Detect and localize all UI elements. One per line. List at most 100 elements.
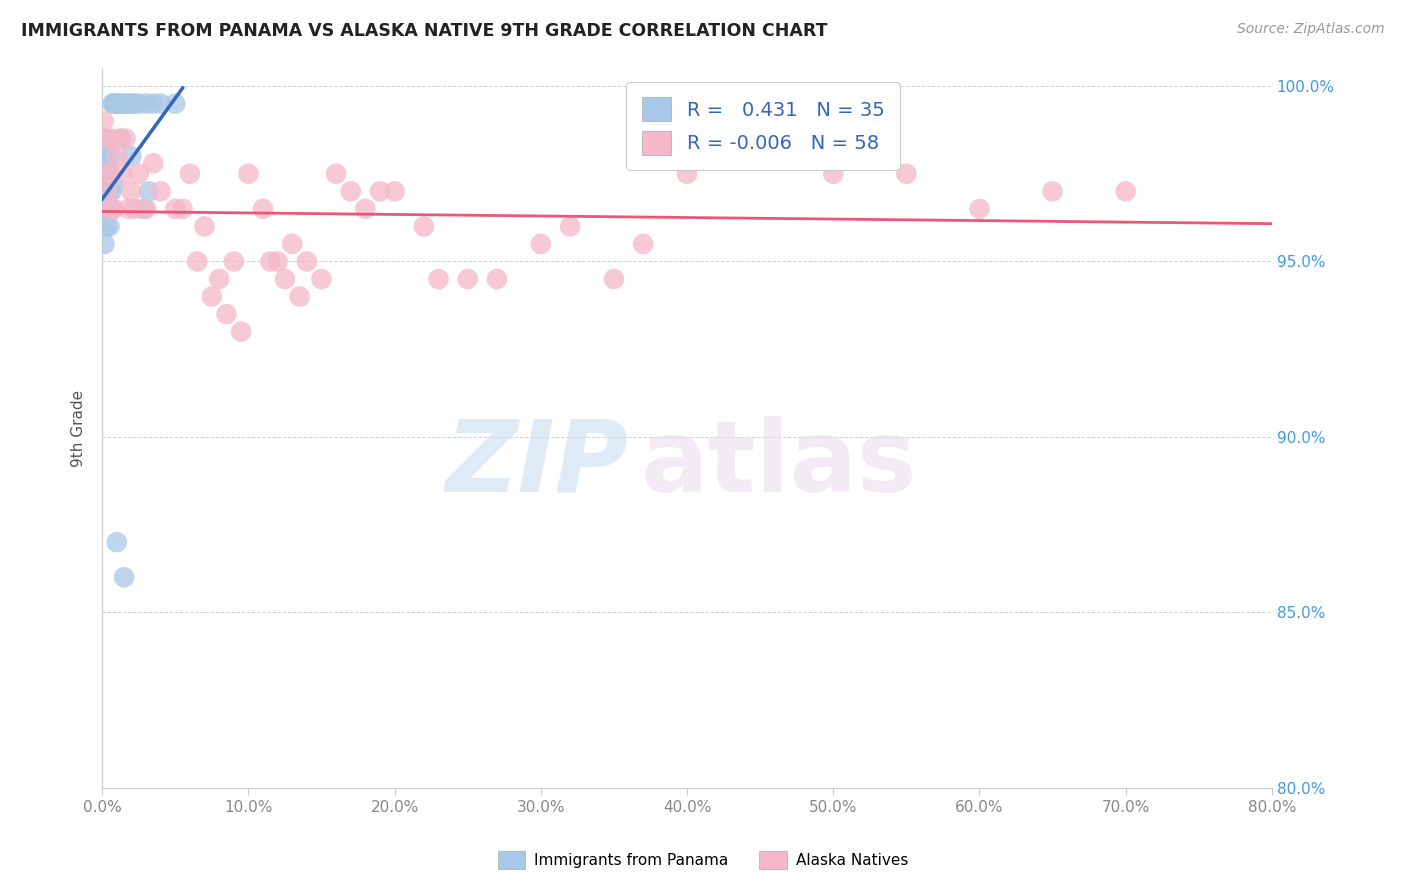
Point [98, 167, 121, 181]
Point [135, 96, 157, 111]
Point [193, 219, 215, 234]
Point [120, 184, 142, 198]
Point [142, 156, 165, 170]
Point [124, 202, 146, 216]
Point [485, 272, 508, 286]
Point [186, 254, 208, 268]
Point [238, 167, 260, 181]
Point [96, 167, 118, 181]
Y-axis label: 9th Grade: 9th Grade [72, 390, 86, 467]
Point [100, 202, 122, 216]
Point [354, 202, 377, 216]
Point [172, 202, 194, 216]
Point [128, 96, 150, 111]
Point [105, 149, 128, 163]
Point [96, 131, 118, 145]
Point [97, 184, 120, 198]
Point [105, 535, 128, 549]
Point [179, 167, 201, 181]
Point [103, 202, 125, 216]
Point [165, 96, 187, 111]
Point [530, 236, 553, 251]
Point [101, 131, 124, 145]
Point [823, 167, 845, 181]
Point [100, 184, 122, 198]
Point [98, 219, 121, 234]
Point [120, 96, 142, 111]
Point [93, 236, 115, 251]
Point [138, 184, 160, 198]
Point [103, 96, 125, 111]
Text: ZIP: ZIP [446, 416, 628, 513]
Point [412, 219, 434, 234]
Point [93, 114, 115, 128]
Point [295, 254, 318, 268]
Point [252, 202, 274, 216]
Point [112, 570, 135, 584]
Point [274, 272, 297, 286]
Point [135, 202, 157, 216]
Point [142, 96, 165, 111]
Point [149, 96, 172, 111]
Text: atlas: atlas [640, 416, 917, 513]
Point [110, 131, 132, 145]
Legend: Immigrants from Panama, Alaska Natives: Immigrants from Panama, Alaska Natives [492, 845, 914, 875]
Point [325, 167, 347, 181]
Legend: R =   0.431   N = 35, R = -0.006   N = 58: R = 0.431 N = 35, R = -0.006 N = 58 [626, 82, 900, 170]
Point [104, 96, 127, 111]
Point [288, 289, 311, 303]
Point [107, 96, 129, 111]
Point [229, 325, 252, 339]
Point [749, 131, 772, 145]
Point [558, 219, 581, 234]
Point [98, 167, 121, 181]
Point [339, 184, 361, 198]
Point [222, 254, 245, 268]
Point [124, 96, 146, 111]
Point [108, 96, 131, 111]
Point [384, 184, 406, 198]
Point [969, 202, 991, 216]
Point [457, 272, 479, 286]
Point [132, 202, 155, 216]
Point [96, 219, 118, 234]
Point [100, 149, 122, 163]
Point [114, 131, 136, 145]
Point [111, 96, 134, 111]
Point [266, 254, 288, 268]
Point [94, 202, 117, 216]
Text: IMMIGRANTS FROM PANAMA VS ALASKA NATIVE 9TH GRADE CORRELATION CHART: IMMIGRANTS FROM PANAMA VS ALASKA NATIVE … [21, 22, 828, 40]
Point [281, 236, 304, 251]
Point [427, 272, 450, 286]
Point [1115, 184, 1137, 198]
Point [97, 184, 120, 198]
Point [201, 289, 224, 303]
Point [111, 167, 134, 181]
Point [311, 272, 333, 286]
Point [165, 202, 187, 216]
Point [120, 149, 142, 163]
Point [97, 149, 120, 163]
Point [117, 202, 139, 216]
Point [259, 254, 281, 268]
Point [208, 272, 231, 286]
Point [631, 236, 654, 251]
Point [149, 184, 172, 198]
Point [103, 178, 125, 192]
Point [368, 184, 391, 198]
Point [117, 96, 139, 111]
Point [896, 167, 918, 181]
Point [94, 167, 117, 181]
Text: Source: ZipAtlas.com: Source: ZipAtlas.com [1237, 22, 1385, 37]
Point [128, 167, 150, 181]
Point [676, 167, 699, 181]
Point [114, 96, 136, 111]
Point [101, 96, 124, 111]
Point [108, 131, 131, 145]
Point [100, 202, 122, 216]
Point [105, 96, 128, 111]
Point [603, 272, 626, 286]
Point [215, 307, 238, 321]
Point [1042, 184, 1064, 198]
Point [94, 131, 117, 145]
